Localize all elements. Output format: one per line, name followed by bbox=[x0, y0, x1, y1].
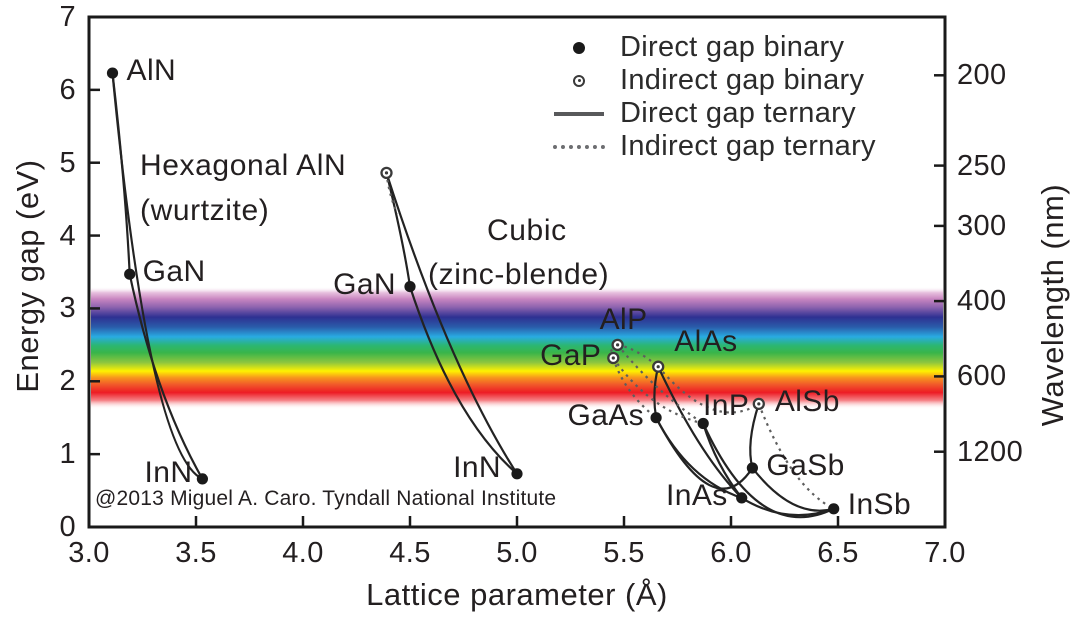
ternary-curve-GaN_h-InN_h bbox=[128, 273, 204, 480]
marker-AlSb-center-dot bbox=[757, 402, 761, 406]
x-tick-label: 4.0 bbox=[282, 537, 324, 569]
marker-AlN_c-center-dot bbox=[384, 171, 389, 175]
copyright-text: @2013 Miguel A. Caro. Tyndall National I… bbox=[95, 487, 557, 510]
point-label-GaN_c: GaN bbox=[333, 267, 396, 301]
legend-item-direct-ternary: Direct gap ternary bbox=[546, 97, 876, 130]
plot-frame bbox=[87, 15, 947, 529]
marker-GaN_h bbox=[124, 268, 136, 280]
y-tick-label: 1 bbox=[59, 438, 76, 471]
ternary-curve-InP-InSb bbox=[702, 423, 835, 519]
filled-circle-icon bbox=[546, 41, 612, 54]
point-label-GaSb: GaSb bbox=[766, 448, 845, 482]
legend-label: Direct gap binary bbox=[620, 31, 845, 63]
y2-tick-label: 300 bbox=[957, 209, 1007, 242]
y-tick-label: 6 bbox=[59, 73, 76, 106]
x-tick-label: 6.5 bbox=[817, 537, 859, 569]
x-tick-label: 5.0 bbox=[496, 537, 538, 569]
ternary-curve-AlN_h-InN_h bbox=[111, 72, 203, 480]
x-tick-label: 3.0 bbox=[68, 537, 110, 569]
y2-tick-label: 250 bbox=[957, 149, 1007, 182]
x-axis-title: Lattice parameter (Å) bbox=[366, 577, 668, 612]
point-label-InN_c: InN bbox=[453, 450, 501, 484]
point-label-AlN_h: AlN bbox=[126, 54, 177, 88]
point-label-InSb: InSb bbox=[847, 487, 912, 521]
legend: Direct gap binary Indirect gap binary Di… bbox=[546, 31, 876, 163]
point-label-AlSb: AlSb bbox=[774, 384, 840, 418]
marker-InSb bbox=[828, 503, 840, 515]
x-tick-label: 4.5 bbox=[389, 537, 431, 569]
ternary-curve-AlSb-GaSb bbox=[749, 403, 760, 469]
marker-GaAs bbox=[650, 412, 662, 424]
visible-spectrum-band bbox=[91, 286, 943, 409]
ternary-curve-GaN_c-InN_c bbox=[408, 286, 518, 475]
ternary-curve-GaSb-InSb bbox=[751, 467, 834, 512]
ternary-curve-GaP-GaAs bbox=[612, 357, 657, 419]
annotation-wurtzite: (wurtzite) bbox=[140, 194, 270, 227]
ternary-curve-AlSb-InSb bbox=[757, 403, 835, 510]
y-tick-label: 5 bbox=[59, 146, 76, 179]
x-tick-label: 5.5 bbox=[603, 537, 645, 569]
legend-label: Direct gap ternary bbox=[620, 97, 856, 129]
point-label-InP: InP bbox=[703, 388, 750, 422]
point-label-GaP: GaP bbox=[540, 338, 602, 372]
x-tick-label: 3.5 bbox=[175, 537, 217, 569]
marker-GaP-center-dot bbox=[611, 356, 615, 360]
ternary-curve-InAs-InSb bbox=[741, 496, 835, 517]
marker-AlP-center-dot bbox=[616, 343, 620, 347]
annotation-zincblende: (zinc-blende) bbox=[428, 258, 610, 291]
y-tick-label: 4 bbox=[59, 219, 76, 252]
legend-label: Indirect gap ternary bbox=[620, 130, 876, 162]
marker-GaN_c bbox=[404, 281, 416, 293]
legend-item-direct-binary: Direct gap binary bbox=[546, 31, 876, 64]
point-label-GaN_h: GaN bbox=[142, 255, 206, 289]
point-label-InAs: InAs bbox=[666, 478, 728, 512]
annotation-cubic: Cubic bbox=[487, 214, 567, 247]
y2-tick-label: 200 bbox=[957, 59, 1007, 92]
y-tick-label: 7 bbox=[59, 1, 76, 33]
point-label-AlP: AlP bbox=[599, 302, 648, 336]
legend-label: Indirect gap binary bbox=[620, 64, 865, 96]
legend-item-indirect-binary: Indirect gap binary bbox=[546, 64, 876, 97]
y-tick-label: 0 bbox=[59, 511, 76, 543]
legend-item-indirect-ternary: Indirect gap ternary bbox=[546, 130, 876, 163]
y2-tick-label: 1200 bbox=[957, 435, 1024, 468]
marker-InN_h bbox=[196, 473, 208, 485]
point-label-AlAs: AlAs bbox=[674, 324, 738, 358]
annotation-hexagonal-aln: Hexagonal AlN bbox=[140, 149, 347, 182]
open-circle-icon bbox=[546, 74, 612, 87]
marker-InAs bbox=[736, 492, 748, 504]
point-label-GaAs: GaAs bbox=[567, 398, 645, 432]
y2-tick-label: 600 bbox=[957, 360, 1007, 393]
marker-AlN_h bbox=[106, 67, 119, 79]
y-axis-title: Energy gap (eV) bbox=[10, 159, 45, 393]
ternary-curve-AlAs-AlSb bbox=[657, 365, 760, 414]
marker-InN_c bbox=[511, 468, 523, 480]
ternary-curve-AlN_c-GaN_c bbox=[385, 172, 412, 287]
y-tick-label: 3 bbox=[59, 292, 76, 325]
solid-line-icon bbox=[546, 111, 612, 116]
ternary-curve-GaAs-GaSb bbox=[655, 417, 754, 490]
x-tick-label: 6.0 bbox=[710, 537, 752, 569]
marker-AlAs-center-dot bbox=[656, 365, 660, 369]
dotted-line-icon bbox=[546, 144, 612, 149]
y2-tick-label: 400 bbox=[957, 285, 1007, 318]
y-tick-label: 2 bbox=[59, 365, 76, 398]
marker-GaSb bbox=[746, 462, 759, 474]
y2-axis-title: Wavelength (nm) bbox=[1035, 183, 1070, 427]
x-tick-label: 7.0 bbox=[924, 537, 966, 569]
ternary-curve-AlN_c-InN_c bbox=[385, 172, 518, 475]
point-label-InN_h: InN bbox=[144, 455, 193, 489]
marker-InP bbox=[697, 417, 709, 430]
